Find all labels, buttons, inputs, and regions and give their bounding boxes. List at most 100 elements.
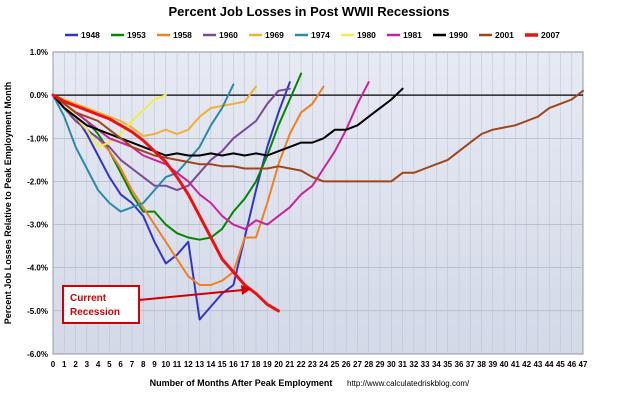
x-tick-labels: 0 1 2 3 4 5 6 7 8 9 10 11 12 13 14 15 16 17 18 19 20 21 22 23 24… — [51, 360, 588, 369]
x-tick-label: 32 — [409, 360, 418, 369]
y-axis-label: Percent Job Losses Relative to Peak Empl… — [3, 82, 13, 325]
legend-label: 1974 — [311, 30, 330, 40]
y-tick-label: -4.0% — [27, 264, 48, 273]
annotation-line-2: Recession — [70, 307, 120, 318]
x-tick-label: 45 — [556, 360, 565, 369]
chart-title: Percent Job Losses in Post WWII Recessio… — [168, 4, 449, 19]
y-tick-label: -1.0% — [27, 134, 48, 143]
x-tick-label: 3 — [85, 360, 90, 369]
x-tick-label: 39 — [488, 360, 497, 369]
x-tick-label: 7 — [130, 360, 135, 369]
legend-label: 1953 — [127, 30, 146, 40]
x-tick-label: 21 — [285, 360, 294, 369]
series-line-1948 — [52, 81, 291, 321]
x-tick-label: 42 — [522, 360, 531, 369]
legend-item-2007: 2007 — [525, 30, 560, 40]
x-tick-label: 31 — [398, 360, 407, 369]
x-tick-label: 25 — [330, 360, 339, 369]
x-tick-label: 10 — [161, 360, 170, 369]
x-tick-label: 13 — [195, 360, 204, 369]
series-line-1990 — [52, 87, 404, 157]
y-tick-label: -6.0% — [27, 350, 48, 359]
series-line-2001 — [52, 89, 584, 183]
x-tick-label: 19 — [263, 360, 272, 369]
x-tick-label: 11 — [173, 360, 182, 369]
y-tick-label: -3.0% — [27, 221, 48, 230]
legend-label: 1981 — [403, 30, 422, 40]
series-lines — [51, 72, 584, 321]
legend-item-1958: 1958 — [157, 30, 192, 40]
x-tick-label: 2 — [73, 360, 78, 369]
x-tick-label: 9 — [152, 360, 157, 369]
x-tick-label: 14 — [206, 360, 215, 369]
x-tick-label: 12 — [184, 360, 193, 369]
legend: 1948 1953 1958 1960 1969 1974 1980 1981 1990 2001… — [65, 30, 560, 40]
x-tick-label: 37 — [466, 360, 475, 369]
annotation-arrowhead — [241, 285, 251, 295]
x-tick-label: 15 — [218, 360, 227, 369]
legend-label: 1980 — [357, 30, 376, 40]
annotation-box — [62, 285, 140, 324]
annotation-line-1: Current — [70, 293, 107, 304]
legend-item-1960: 1960 — [203, 30, 238, 40]
annotation-arrow-shaft — [138, 289, 244, 301]
series-line-1980 — [52, 94, 167, 148]
x-tick-label: 6 — [118, 360, 123, 369]
x-tick-label: 0 — [51, 360, 56, 369]
x-tick-label: 22 — [297, 360, 306, 369]
legend-label: 1960 — [219, 30, 238, 40]
x-tick-label: 35 — [443, 360, 452, 369]
y-tick-label: -2.0% — [27, 177, 48, 186]
x-tick-label: 29 — [376, 360, 385, 369]
legend-item-1953: 1953 — [111, 30, 146, 40]
x-tick-label: 26 — [342, 360, 351, 369]
x-tick-label: 30 — [387, 360, 396, 369]
source-url: http://www.calculatedriskblog.com/ — [347, 379, 470, 388]
legend-item-1980: 1980 — [341, 30, 376, 40]
x-tick-label: 27 — [353, 360, 362, 369]
x-tick-label: 1 — [62, 360, 67, 369]
x-tick-label: 43 — [533, 360, 542, 369]
x-tick-label: 44 — [545, 360, 554, 369]
x-tick-label: 33 — [421, 360, 430, 369]
x-tick-label: 17 — [240, 360, 249, 369]
current-recession-annotation: Current Recession — [62, 285, 251, 324]
legend-label: 1990 — [449, 30, 468, 40]
y-tick-labels: 1.0% 0.0% -1.0% -2.0% -3.0% -4.0% -5.0% -6.0% — [27, 48, 48, 359]
legend-item-1974: 1974 — [295, 30, 330, 40]
x-tick-label: 16 — [229, 360, 238, 369]
legend-label: 1948 — [81, 30, 100, 40]
series-line-1960 — [52, 87, 291, 192]
x-tick-label: 47 — [579, 360, 588, 369]
x-tick-label: 5 — [107, 360, 112, 369]
legend-item-1969: 1969 — [249, 30, 284, 40]
grid-lines — [52, 51, 584, 355]
x-tick-label: 36 — [455, 360, 464, 369]
series-line-1953 — [52, 72, 303, 241]
x-tick-label: 4 — [96, 360, 101, 369]
x-tick-label: 28 — [364, 360, 373, 369]
x-tick-label: 23 — [308, 360, 317, 369]
x-tick-label: 8 — [141, 360, 146, 369]
y-tick-label: -5.0% — [27, 307, 48, 316]
legend-item-2001: 2001 — [479, 30, 514, 40]
y-tick-label: 1.0% — [30, 48, 48, 57]
x-tick-label: 38 — [477, 360, 486, 369]
legend-item-1981: 1981 — [387, 30, 422, 40]
x-tick-label: 40 — [500, 360, 509, 369]
y-tick-label: 0.0% — [30, 91, 48, 100]
legend-label: 1969 — [265, 30, 284, 40]
x-tick-label: 34 — [432, 360, 441, 369]
legend-label: 2001 — [495, 30, 514, 40]
x-tick-label: 46 — [567, 360, 576, 369]
x-tick-label: 20 — [274, 360, 283, 369]
legend-label: 2007 — [541, 30, 560, 40]
series-line-1981 — [52, 81, 370, 230]
x-tick-label: 41 — [511, 360, 520, 369]
x-tick-label: 18 — [252, 360, 261, 369]
x-axis-label: Number of Months After Peak Employment — [150, 378, 333, 388]
series-line-1974 — [52, 83, 235, 213]
x-tick-label: 24 — [319, 360, 328, 369]
